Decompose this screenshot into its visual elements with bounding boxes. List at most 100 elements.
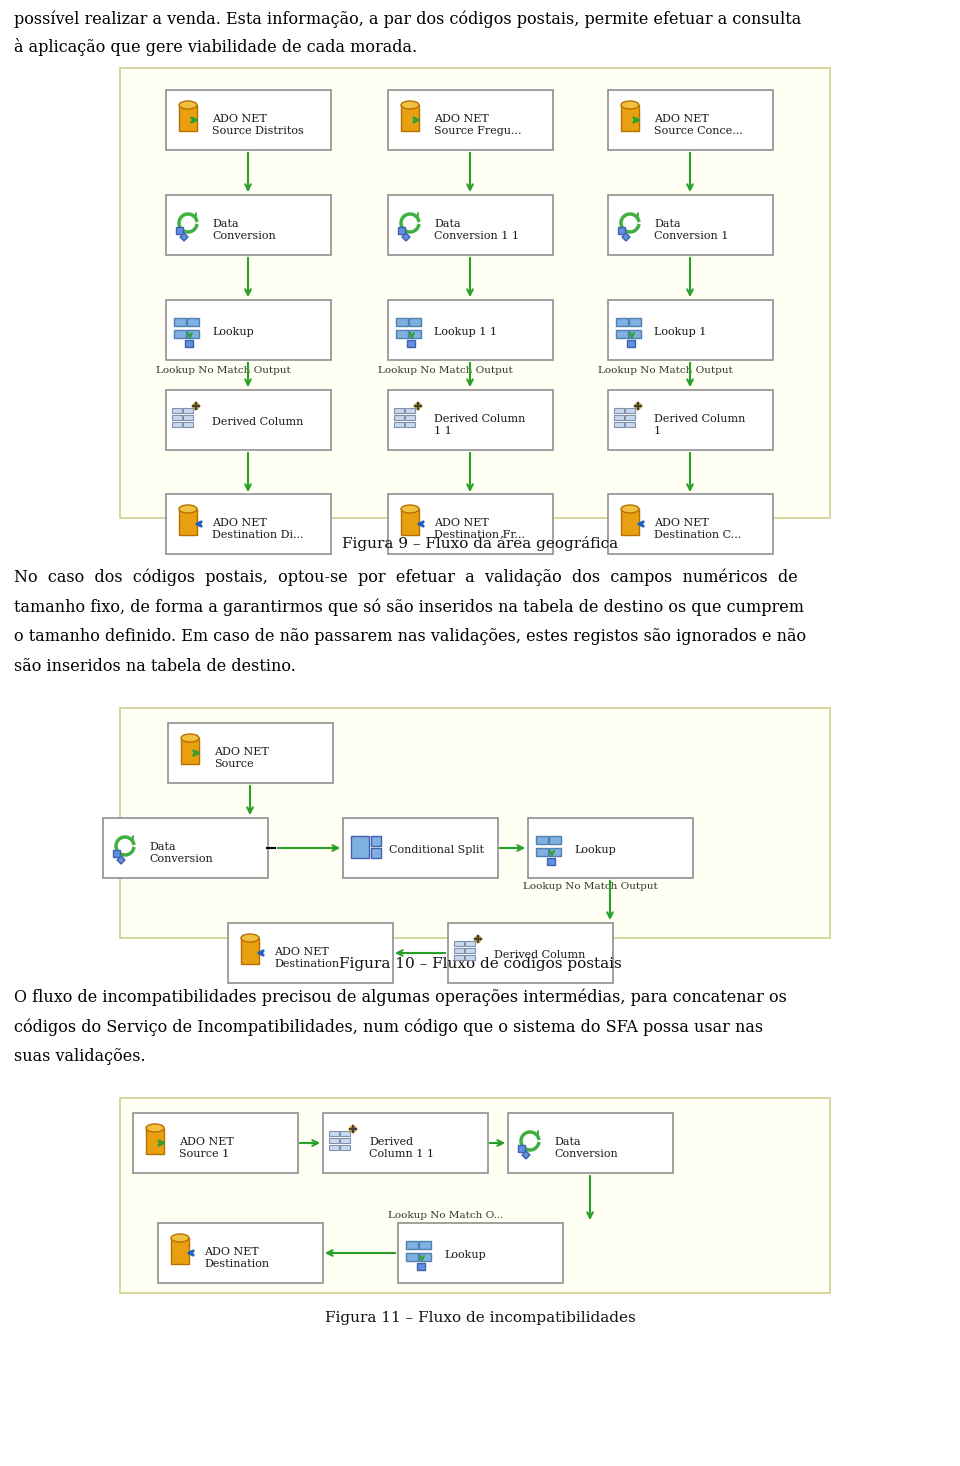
Bar xyxy=(465,941,475,946)
Text: Source Conce...: Source Conce... xyxy=(654,126,743,136)
Bar xyxy=(406,1253,418,1261)
Text: Lookup No Match Output: Lookup No Match Output xyxy=(378,366,513,375)
Bar xyxy=(241,938,259,965)
Text: Derived Column: Derived Column xyxy=(434,413,525,424)
Text: Lookup No Match O...: Lookup No Match O... xyxy=(388,1211,503,1220)
Bar xyxy=(179,509,197,535)
Bar xyxy=(103,818,268,878)
Bar xyxy=(454,941,464,946)
Text: Data: Data xyxy=(149,841,176,852)
Polygon shape xyxy=(117,856,125,863)
Polygon shape xyxy=(180,233,188,240)
Bar xyxy=(340,1130,350,1136)
Bar xyxy=(627,340,635,347)
Bar xyxy=(181,737,199,764)
Bar xyxy=(113,850,120,858)
Bar xyxy=(407,340,415,347)
Text: ADO NET: ADO NET xyxy=(654,114,708,125)
Bar xyxy=(396,318,408,325)
Text: ADO NET: ADO NET xyxy=(204,1248,259,1256)
Text: tamanho fixo, de forma a garantirmos que só são inseridos na tabela de destino o: tamanho fixo, de forma a garantirmos que… xyxy=(14,598,804,616)
Bar xyxy=(536,847,548,856)
Bar xyxy=(616,318,628,325)
Bar xyxy=(621,106,639,130)
Text: ADO NET: ADO NET xyxy=(434,114,489,125)
Polygon shape xyxy=(414,402,422,410)
Text: Derived: Derived xyxy=(369,1138,413,1146)
Text: Conversion 1: Conversion 1 xyxy=(654,232,729,240)
Text: Figura 9 – Fluxo da área geográfica: Figura 9 – Fluxo da área geográfica xyxy=(342,537,618,551)
Bar xyxy=(614,408,624,413)
Polygon shape xyxy=(402,233,410,240)
Text: Lookup 1 1: Lookup 1 1 xyxy=(434,327,497,337)
Bar xyxy=(343,818,498,878)
Ellipse shape xyxy=(179,101,197,108)
Text: Destination: Destination xyxy=(204,1259,269,1270)
Bar xyxy=(401,509,419,535)
Bar xyxy=(166,390,331,450)
Bar xyxy=(419,1253,431,1261)
Text: Source Fregu...: Source Fregu... xyxy=(434,126,521,136)
Bar xyxy=(388,494,553,554)
Text: ADO NET: ADO NET xyxy=(212,114,267,125)
Text: à aplicação que gere viabilidade de cada morada.: à aplicação que gere viabilidade de cada… xyxy=(14,38,418,56)
Text: O fluxo de incompatibilidades precisou de algumas operações intermédias, para co: O fluxo de incompatibilidades precisou d… xyxy=(14,988,787,1006)
Bar xyxy=(166,89,331,150)
Bar xyxy=(187,330,199,339)
Text: Figura 10 – Fluxo de códigos postais: Figura 10 – Fluxo de códigos postais xyxy=(339,956,621,970)
Bar xyxy=(608,301,773,361)
Bar xyxy=(146,1127,164,1154)
Bar xyxy=(608,89,773,150)
Bar xyxy=(351,836,369,858)
Text: Conditional Split: Conditional Split xyxy=(389,844,484,855)
Text: Derived Column: Derived Column xyxy=(212,416,303,427)
Bar xyxy=(608,494,773,554)
Text: suas validações.: suas validações. xyxy=(14,1048,146,1064)
Bar xyxy=(166,494,331,554)
Bar xyxy=(329,1145,339,1149)
Text: ADO NET: ADO NET xyxy=(434,517,489,528)
Text: Destination Fr...: Destination Fr... xyxy=(434,531,525,539)
Text: Data: Data xyxy=(654,218,681,229)
Ellipse shape xyxy=(171,1234,189,1242)
Text: Conversion: Conversion xyxy=(212,232,276,240)
Text: Source: Source xyxy=(214,759,253,770)
Bar xyxy=(371,836,381,846)
Bar xyxy=(405,415,415,419)
Text: ADO NET: ADO NET xyxy=(274,947,328,957)
Text: são inseridos na tabela de destino.: são inseridos na tabela de destino. xyxy=(14,658,296,674)
Bar xyxy=(179,106,197,130)
Bar xyxy=(394,408,404,413)
Text: Source Distritos: Source Distritos xyxy=(212,126,303,136)
Polygon shape xyxy=(192,402,200,410)
Text: Lookup No Match Output: Lookup No Match Output xyxy=(598,366,732,375)
Bar xyxy=(608,195,773,255)
Bar xyxy=(174,330,186,339)
Text: Destination Di...: Destination Di... xyxy=(212,531,303,539)
Text: Data: Data xyxy=(434,218,461,229)
Ellipse shape xyxy=(621,504,639,513)
Ellipse shape xyxy=(181,734,199,742)
Bar xyxy=(371,847,381,858)
Bar xyxy=(508,1113,673,1173)
Bar xyxy=(172,408,182,413)
Text: Column 1 1: Column 1 1 xyxy=(369,1149,434,1160)
Bar xyxy=(329,1130,339,1136)
Polygon shape xyxy=(474,935,482,943)
Bar xyxy=(166,195,331,255)
Bar xyxy=(629,318,641,325)
Text: possível realizar a venda. Esta informação, a par dos códigos postais, permite e: possível realizar a venda. Esta informaç… xyxy=(14,10,802,28)
Bar xyxy=(614,415,624,419)
Text: Source 1: Source 1 xyxy=(179,1149,229,1160)
Polygon shape xyxy=(622,233,630,240)
Bar xyxy=(448,924,613,984)
Text: Figura 11 – Fluxo de incompatibilidades: Figura 11 – Fluxo de incompatibilidades xyxy=(324,1311,636,1325)
Text: Lookup: Lookup xyxy=(212,327,253,337)
Bar xyxy=(340,1145,350,1149)
Bar xyxy=(528,818,693,878)
Text: Derived Column: Derived Column xyxy=(494,950,586,960)
Bar xyxy=(340,1138,350,1143)
Bar xyxy=(323,1113,488,1173)
Bar xyxy=(625,415,635,419)
Bar xyxy=(329,1138,339,1143)
